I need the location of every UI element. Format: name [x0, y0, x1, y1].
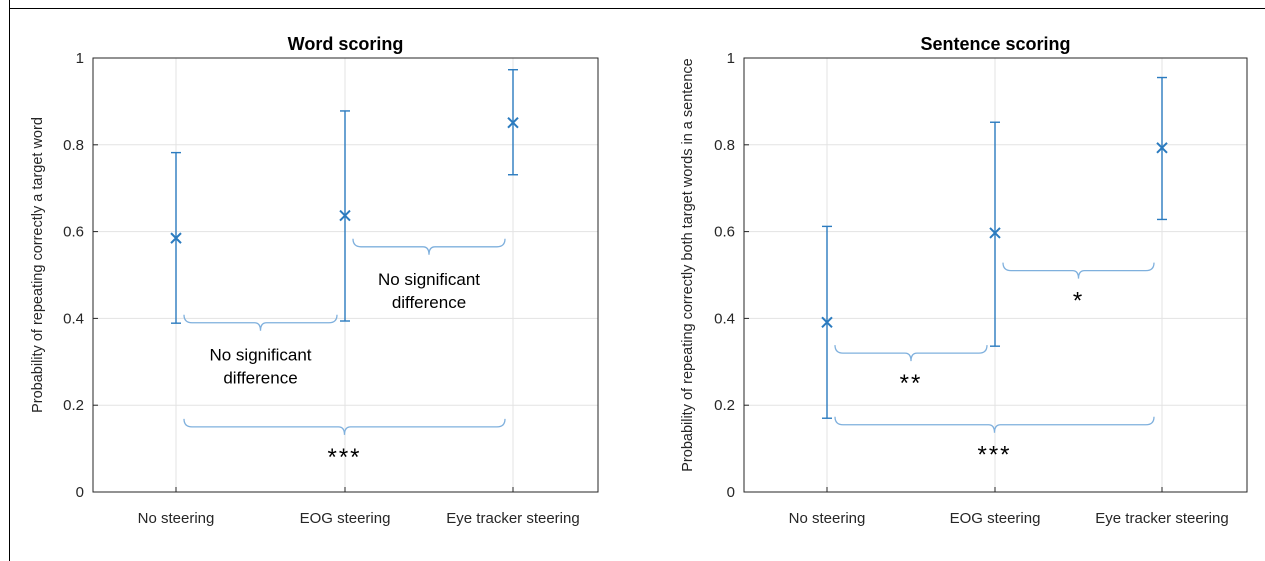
significance-stars: *** [327, 444, 361, 471]
figure-border-top [9, 8, 1265, 9]
data-point-marker [821, 316, 833, 329]
data-point-marker [507, 116, 519, 129]
word-panel: 0 0.2 0.4 0.6 0.8 1 No steering EOG steering Eye… [30, 34, 599, 527]
sentence-chart-title: Sentence scoring [920, 34, 1070, 54]
y-tick-label: 0 [76, 484, 84, 501]
significance-label: No significant [378, 270, 480, 289]
y-tick-label: 0.8 [63, 137, 84, 154]
y-tick-label: 0.8 [714, 137, 735, 154]
y-tick-label: 0.2 [63, 397, 84, 414]
significance-bracket [183, 314, 338, 331]
significance-bracket [183, 418, 506, 435]
y-tick-label: 0.6 [63, 224, 84, 241]
y-tick-label: 0.6 [714, 224, 735, 241]
y-tick-label: 0.2 [714, 397, 735, 414]
sentence-y-axis-label: Probability of repeating correctly both … [680, 58, 696, 471]
x-tick-label: No steering [138, 510, 215, 527]
x-tick-label: EOG steering [950, 510, 1041, 527]
significance-stars: * [1073, 288, 1084, 315]
x-tick-label: No steering [789, 510, 866, 527]
y-tick-label: 0.4 [63, 310, 84, 327]
figure-border-left [9, 0, 10, 561]
significance-bracket [834, 345, 988, 362]
significance-stars: ** [900, 370, 923, 397]
significance-label: No significant [209, 346, 311, 365]
x-tick-label: EOG steering [300, 510, 391, 527]
y-tick-label: 1 [727, 50, 735, 67]
data-point-marker [170, 232, 182, 244]
data-point-marker [339, 209, 351, 222]
x-tick-label: Eye tracker steering [446, 510, 579, 527]
word-chart-title: Word scoring [288, 34, 404, 54]
significance-bracket [352, 238, 506, 255]
data-point-marker [1156, 142, 1168, 154]
significance-bracket [834, 416, 1155, 433]
x-tick-label: Eye tracker steering [1095, 510, 1228, 527]
significance-stars: *** [977, 442, 1011, 469]
word-y-axis-label: Probability of repeating correctly a tar… [30, 117, 46, 413]
significance-label: difference [392, 293, 466, 312]
y-tick-label: 0 [727, 484, 735, 501]
y-tick-label: 0.4 [714, 310, 735, 327]
significance-bracket [1002, 262, 1155, 279]
y-tick-label: 1 [76, 50, 84, 67]
data-point-marker [989, 227, 1001, 239]
significance-label: difference [223, 369, 297, 388]
sentence-panel: 0 0.2 0.4 0.6 0.8 1 No steering EOG steering Eye… [680, 34, 1248, 527]
